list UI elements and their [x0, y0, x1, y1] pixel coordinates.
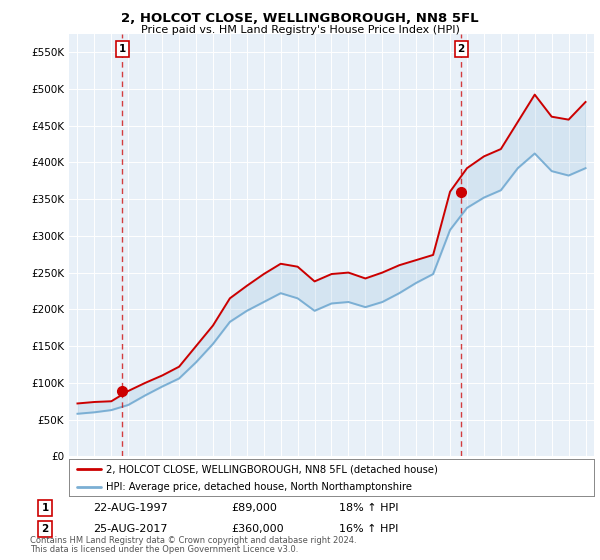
- Text: This data is licensed under the Open Government Licence v3.0.: This data is licensed under the Open Gov…: [30, 545, 298, 554]
- Text: 2, HOLCOT CLOSE, WELLINGBOROUGH, NN8 5FL: 2, HOLCOT CLOSE, WELLINGBOROUGH, NN8 5FL: [121, 12, 479, 25]
- Text: 2, HOLCOT CLOSE, WELLINGBOROUGH, NN8 5FL (detached house): 2, HOLCOT CLOSE, WELLINGBOROUGH, NN8 5FL…: [106, 464, 437, 474]
- Text: HPI: Average price, detached house, North Northamptonshire: HPI: Average price, detached house, Nort…: [106, 482, 412, 492]
- Text: Contains HM Land Registry data © Crown copyright and database right 2024.: Contains HM Land Registry data © Crown c…: [30, 536, 356, 545]
- Text: £360,000: £360,000: [231, 524, 284, 534]
- Text: 18% ↑ HPI: 18% ↑ HPI: [339, 503, 398, 513]
- Text: 1: 1: [119, 44, 126, 54]
- Text: 25-AUG-2017: 25-AUG-2017: [93, 524, 167, 534]
- Text: 2: 2: [457, 44, 464, 54]
- Text: 2: 2: [41, 524, 49, 534]
- Text: 16% ↑ HPI: 16% ↑ HPI: [339, 524, 398, 534]
- Text: £89,000: £89,000: [231, 503, 277, 513]
- Text: Price paid vs. HM Land Registry's House Price Index (HPI): Price paid vs. HM Land Registry's House …: [140, 25, 460, 35]
- Text: 22-AUG-1997: 22-AUG-1997: [93, 503, 168, 513]
- Text: 1: 1: [41, 503, 49, 513]
